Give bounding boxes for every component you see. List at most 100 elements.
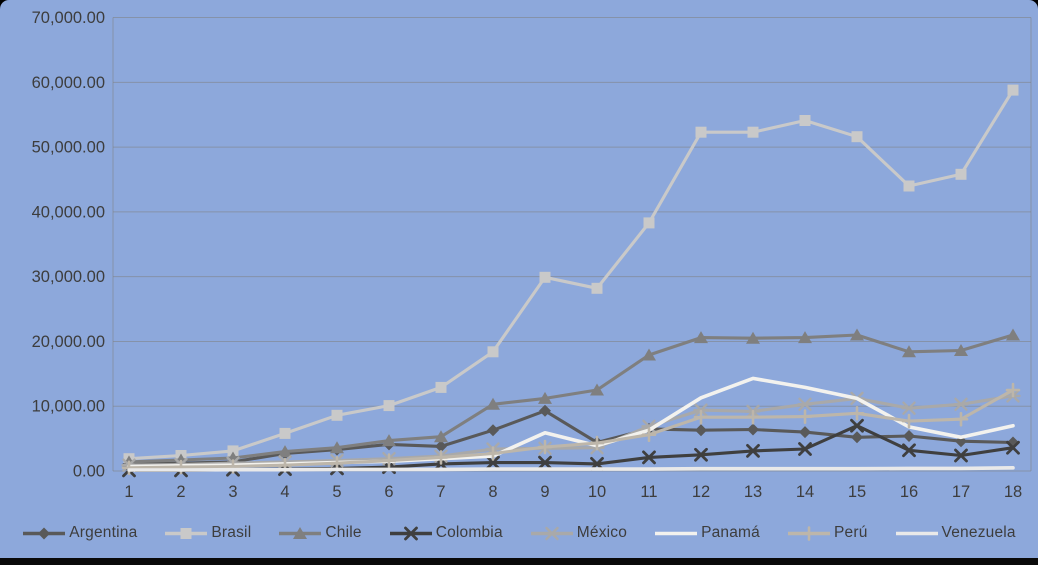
series-argentina-marker	[747, 423, 759, 436]
series-mexico-line	[127, 394, 1015, 467]
y-axis-tick-label: 70,000.00	[32, 9, 105, 27]
series-chile-marker	[798, 331, 812, 344]
series-chile-marker	[694, 331, 708, 344]
legend-label-brasil: Brasil	[211, 524, 252, 541]
series-chile-marker	[1006, 328, 1020, 341]
series-chile-marker	[330, 441, 344, 454]
legend-swatch-brasil	[165, 527, 208, 539]
x-axis-tick-label: 5	[332, 483, 341, 501]
legend-swatch-panama	[655, 531, 698, 535]
series-colombia-marker	[954, 448, 968, 463]
legend-swatch-chile	[279, 526, 322, 539]
series-chile-marker	[434, 430, 448, 443]
x-axis-tick-label: 16	[900, 483, 918, 501]
series-brasil-marker	[591, 282, 603, 294]
series-brasil-marker	[279, 427, 291, 439]
series-venezuela-line	[127, 465, 1015, 472]
legend-item-venezuela: Venezuela	[895, 524, 1016, 542]
series-peru-marker	[693, 409, 709, 425]
series-brasil-marker	[955, 168, 967, 180]
series-colombia-marker	[1006, 440, 1020, 455]
legend-item-colombia: Colombia	[389, 524, 503, 542]
y-axis-tick-label: 60,000.00	[32, 74, 105, 92]
legend-item-brasil: Brasil	[164, 524, 251, 542]
series-peru-marker	[329, 455, 345, 471]
legend-marker-colombia	[403, 526, 418, 540]
legend-swatch-colombia	[389, 526, 432, 540]
x-axis-tick-label: 2	[176, 483, 185, 501]
series-colombia-marker	[798, 442, 812, 456]
y-axis-tick-label: 10,000.00	[32, 398, 105, 416]
y-axis-tick-label: 40,000.00	[32, 203, 105, 221]
legend-item-panama: Panamá	[654, 524, 760, 542]
series-chile-marker	[590, 383, 604, 396]
x-axis-tick-label: 7	[436, 483, 445, 501]
legend-label-colombia: Colombia	[435, 524, 503, 541]
series-brasil-marker	[903, 180, 915, 192]
series-colombia-marker	[486, 455, 500, 470]
series-argentina-marker	[799, 426, 811, 439]
series-chile-marker	[902, 345, 916, 358]
series-peru-marker	[537, 439, 553, 455]
legend-marker-chile	[293, 526, 308, 539]
series-brasil-marker	[695, 126, 707, 138]
legend-marker-mexico	[544, 526, 560, 540]
series-mexico-marker	[901, 401, 917, 415]
y-axis-tick-label: 0.00	[73, 463, 105, 481]
legend-label-argentina: Argentina	[69, 524, 138, 541]
series-colombia-marker	[746, 443, 760, 458]
legend-label-chile: Chile	[325, 524, 362, 541]
legend-item-mexico: México	[530, 524, 627, 542]
series-brasil-marker	[227, 445, 239, 457]
x-axis-tick-label: 18	[1004, 483, 1022, 501]
series-brasil-marker	[435, 381, 447, 393]
series-chile-marker	[746, 331, 760, 344]
x-axis-tick-label: 8	[488, 483, 497, 501]
series-argentina-marker	[487, 424, 499, 437]
series-brasil-marker	[1007, 84, 1019, 96]
series-chile-marker	[382, 434, 396, 447]
series-brasil-marker	[383, 400, 395, 412]
series-peru-marker	[433, 450, 449, 465]
series-chile-marker	[538, 391, 552, 404]
series-peru-marker	[797, 409, 813, 424]
legend-marker-peru	[801, 525, 817, 541]
x-axis-tick-label: 10	[588, 483, 606, 501]
series-brasil-marker	[331, 409, 343, 421]
series-argentina-line	[127, 409, 1015, 466]
series-peru-marker	[381, 453, 397, 468]
series-peru-marker	[953, 411, 969, 427]
x-axis-tick-label: 11	[640, 483, 657, 501]
y-axis-tick-label: 50,000.00	[32, 139, 105, 157]
series-peru-marker	[641, 427, 657, 443]
series-argentina-marker	[435, 440, 447, 453]
legend-marker-brasil	[180, 527, 192, 539]
series-chile-marker	[486, 397, 500, 410]
series-peru-marker	[901, 413, 917, 429]
series-chile-marker	[850, 328, 864, 341]
x-axis-tick-label: 15	[848, 483, 866, 501]
series-argentina-marker	[903, 430, 915, 442]
chart-canvas: 0.00 10,000.00 20,000.00 30,000.00 40,000.00…	[32, 9, 1032, 501]
series-brasil-marker	[643, 217, 655, 229]
series-chile-marker	[642, 348, 656, 361]
legend-label-mexico: México	[576, 524, 628, 541]
series-peru-marker	[849, 405, 865, 421]
legend-swatch-argentina	[23, 527, 66, 539]
series-colombia-marker	[850, 418, 864, 433]
series-argentina-marker	[695, 424, 707, 437]
series-chile-marker	[954, 344, 968, 356]
series-chile-line	[127, 333, 1015, 464]
legend-swatch-peru	[788, 525, 830, 541]
x-axis-tick-label: 6	[384, 483, 393, 501]
x-axis-tick-label: 1	[124, 483, 133, 501]
legend-item-argentina: Argentina	[22, 524, 137, 542]
y-axis-tick-label: 30,000.00	[32, 268, 105, 286]
series-peru-line	[127, 388, 1015, 470]
series-peru-marker	[589, 435, 605, 451]
series-chile-marker	[278, 445, 292, 458]
legend-item-peru: Perú	[787, 524, 868, 542]
series-colombia-marker	[902, 443, 916, 458]
